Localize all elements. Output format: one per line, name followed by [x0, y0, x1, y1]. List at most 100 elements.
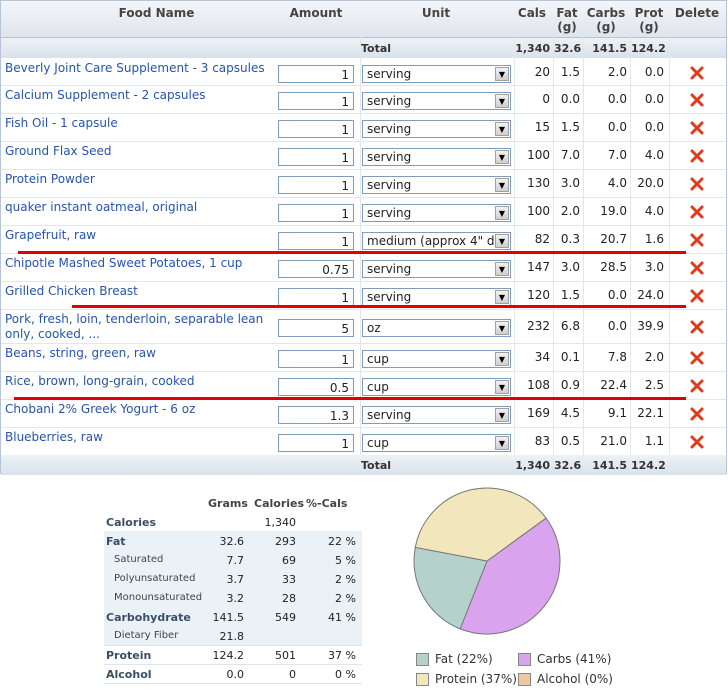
unit-select[interactable]: oz ▼	[362, 319, 511, 337]
amount-input[interactable]: 5	[278, 319, 354, 337]
fat-value: 1.5	[560, 288, 580, 302]
table-row: quaker instant oatmeal, original 1 servi…	[1, 197, 726, 226]
nutrient-label: Polyunsaturated	[114, 573, 196, 584]
pct-cals-value: 22 %	[328, 535, 356, 548]
unit-select[interactable]: serving ▼	[362, 406, 511, 424]
unit-select[interactable]: medium (approx 4" dia ▼	[362, 232, 511, 250]
delete-icon[interactable]	[689, 92, 705, 108]
total-cals: 1,340	[515, 42, 550, 55]
chevron-down-icon[interactable]: ▼	[495, 380, 509, 394]
unit-select[interactable]: serving ▼	[362, 92, 511, 110]
pct-cals-value: 37 %	[328, 649, 356, 662]
column-divider	[669, 37, 670, 459]
amount-input[interactable]: 1	[278, 176, 354, 194]
fat-value: 3.0	[560, 260, 580, 274]
food-name-link[interactable]: Chobani 2% Greek Yogurt - 6 oz	[5, 402, 196, 416]
food-name-link[interactable]: Grilled Chicken Breast	[5, 284, 138, 298]
unit-value: cup	[367, 436, 389, 450]
nutrition-row: Fat 32.6 293 22 %	[104, 531, 362, 551]
unit-select[interactable]: serving ▼	[362, 176, 511, 194]
unit-select[interactable]: cup ▼	[362, 434, 511, 452]
unit-select[interactable]: serving ▼	[362, 120, 511, 138]
delete-icon[interactable]	[689, 232, 705, 248]
chevron-down-icon[interactable]: ▼	[495, 150, 509, 164]
table-row: Grapefruit, raw 1 medium (approx 4" dia ▼…	[1, 225, 726, 254]
nutrition-summary-table: Grams Calories %-Cals Calories 1,340 Fat…	[104, 493, 362, 684]
chevron-down-icon[interactable]: ▼	[495, 290, 509, 304]
chevron-down-icon[interactable]: ▼	[495, 122, 509, 136]
delete-icon[interactable]	[689, 319, 705, 335]
food-name-link[interactable]: Fish Oil - 1 capsule	[5, 116, 118, 130]
unit-select[interactable]: cup ▼	[362, 350, 511, 368]
unit-select[interactable]: cup ▼	[362, 378, 511, 396]
legend-swatch	[416, 673, 429, 686]
unit-select[interactable]: serving ▼	[362, 260, 511, 278]
food-log-table: Food Name Amount Unit Cals Fat (g) Carbs…	[0, 0, 727, 475]
amount-input[interactable]: 1.3	[278, 406, 354, 424]
food-name-link[interactable]: quaker instant oatmeal, original	[5, 200, 198, 214]
chevron-down-icon[interactable]: ▼	[495, 352, 509, 366]
delete-icon[interactable]	[689, 288, 705, 304]
nutrient-label: Protein	[106, 649, 152, 662]
chevron-down-icon[interactable]: ▼	[495, 436, 509, 450]
amount-input[interactable]: 0.75	[278, 260, 354, 278]
food-name-link[interactable]: Grapefruit, raw	[5, 228, 97, 242]
food-name-link[interactable]: Calcium Supplement - 2 capsules	[5, 88, 206, 102]
delete-icon[interactable]	[689, 350, 705, 366]
amount-input[interactable]: 1	[278, 148, 354, 166]
food-name-link[interactable]: Pork, fresh, loin, tenderloin, separable…	[5, 312, 264, 341]
delete-icon[interactable]	[689, 120, 705, 136]
delete-icon[interactable]	[689, 378, 705, 394]
amount-input[interactable]: 1	[278, 350, 354, 368]
amount-input[interactable]: 1	[278, 120, 354, 138]
chevron-down-icon[interactable]: ▼	[495, 94, 509, 108]
total-fat: 32.6	[554, 459, 582, 472]
amount-input[interactable]: 1	[278, 65, 354, 83]
cals-value: 82	[534, 232, 550, 246]
food-name-link[interactable]: Beverly Joint Care Supplement - 3 capsul…	[5, 61, 265, 75]
table-row: Rice, brown, long-grain, cooked 0.5 cup ▼…	[1, 371, 726, 400]
carbs-value: 21.0	[600, 434, 627, 448]
chevron-down-icon[interactable]: ▼	[495, 234, 509, 248]
amount-input[interactable]: 0.5	[278, 378, 354, 396]
unit-select[interactable]: serving ▼	[362, 204, 511, 222]
delete-icon[interactable]	[689, 434, 705, 450]
column-divider	[630, 37, 631, 459]
pct-cals-value: 0 %	[335, 668, 356, 681]
amount-input[interactable]: 1	[278, 232, 354, 250]
delete-icon[interactable]	[689, 204, 705, 220]
unit-select[interactable]: serving ▼	[362, 65, 511, 83]
amount-input[interactable]: 1	[278, 92, 354, 110]
fat-value: 1.5	[560, 120, 580, 134]
food-name-link[interactable]: Protein Powder	[5, 172, 95, 186]
prot-value: 0.0	[644, 65, 664, 79]
calories-value: 69	[282, 554, 296, 567]
calories-value: 293	[275, 535, 296, 548]
food-name-link[interactable]: Beans, string, green, raw	[5, 346, 156, 360]
food-name-link[interactable]: Blueberries, raw	[5, 430, 103, 444]
food-name-link[interactable]: Rice, brown, long-grain, cooked	[5, 374, 195, 388]
delete-icon[interactable]	[689, 148, 705, 164]
amount-input[interactable]: 1	[278, 204, 354, 222]
food-name-link[interactable]: Ground Flax Seed	[5, 144, 112, 158]
fat-value: 3.0	[560, 176, 580, 190]
chevron-down-icon[interactable]: ▼	[495, 206, 509, 220]
delete-icon[interactable]	[689, 260, 705, 276]
unit-select[interactable]: serving ▼	[362, 148, 511, 166]
food-name-link[interactable]: Chipotle Mashed Sweet Potatoes, 1 cup	[5, 256, 243, 270]
prot-value: 39.9	[637, 319, 664, 333]
amount-input[interactable]: 1	[278, 288, 354, 306]
nutrition-row: Calories 1,340	[104, 512, 362, 532]
chevron-down-icon[interactable]: ▼	[495, 262, 509, 276]
column-divider	[583, 37, 584, 459]
delete-icon[interactable]	[689, 406, 705, 422]
delete-icon[interactable]	[689, 65, 705, 81]
amount-input[interactable]: 1	[278, 434, 354, 452]
chevron-down-icon[interactable]: ▼	[495, 321, 509, 335]
unit-select[interactable]: serving ▼	[362, 288, 511, 306]
chevron-down-icon[interactable]: ▼	[495, 178, 509, 192]
chevron-down-icon[interactable]: ▼	[495, 408, 509, 422]
delete-icon[interactable]	[689, 176, 705, 192]
chevron-down-icon[interactable]: ▼	[495, 67, 509, 81]
unit-value: oz	[367, 321, 381, 335]
